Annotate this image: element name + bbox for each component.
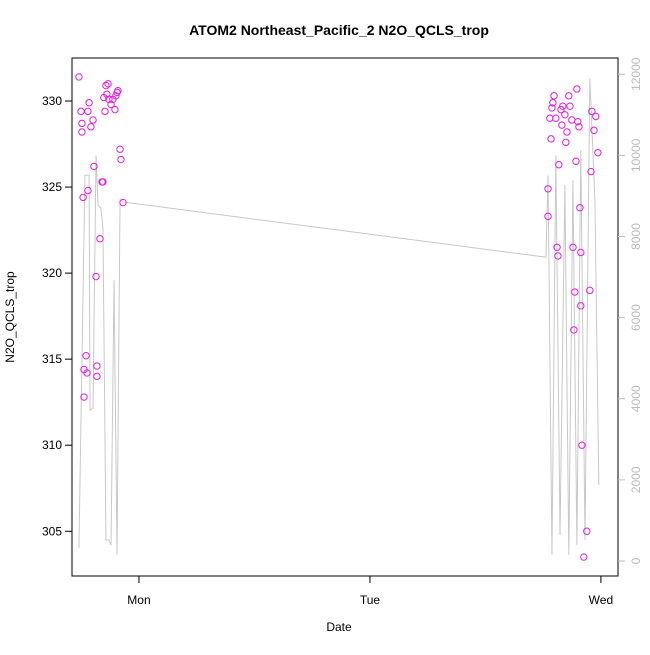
point	[79, 193, 87, 202]
point	[573, 85, 581, 93]
y-tick-label: 315	[42, 352, 62, 366]
line	[78, 78, 600, 555]
point	[570, 326, 578, 334]
point	[576, 204, 584, 212]
point	[105, 95, 113, 104]
point	[583, 527, 591, 535]
point	[594, 148, 602, 157]
point	[119, 198, 127, 207]
y2-tick-label: 6000	[629, 304, 643, 331]
plot-frame	[71, 57, 619, 577]
point	[99, 178, 107, 186]
point	[586, 286, 594, 295]
point	[75, 73, 83, 81]
point	[101, 107, 109, 116]
point	[116, 145, 124, 153]
point	[77, 107, 85, 116]
point	[547, 135, 555, 143]
y-tick-label: 320	[42, 266, 62, 280]
point	[572, 157, 580, 165]
point	[575, 123, 583, 131]
point	[96, 234, 104, 243]
point	[550, 92, 558, 100]
point	[577, 248, 585, 257]
point	[111, 105, 119, 114]
point	[548, 104, 556, 112]
point	[92, 272, 100, 281]
point	[103, 90, 111, 98]
point	[84, 107, 92, 116]
point	[561, 111, 569, 119]
x-tick-label: Tue	[360, 593, 381, 607]
point	[83, 369, 91, 377]
y-tick-label: 330	[42, 94, 62, 108]
x-axis-label: Date	[326, 620, 352, 634]
point	[566, 102, 574, 110]
chart-title: ATOM2 Northeast_Pacific_2 N2O_QCLS_trop	[189, 22, 489, 38]
point	[84, 186, 92, 195]
point	[578, 441, 586, 449]
y-axis-label: N2O_QCLS_trop	[3, 271, 17, 363]
point	[89, 116, 97, 124]
point	[555, 160, 563, 169]
y2-tick-label: 4000	[629, 385, 643, 412]
y-tick-label: 325	[42, 180, 62, 194]
point	[112, 92, 120, 100]
point	[102, 81, 110, 90]
point	[78, 119, 86, 128]
point	[588, 107, 596, 116]
point	[114, 86, 122, 95]
point	[93, 372, 101, 381]
point	[580, 553, 588, 561]
y2-tick-label: 8000	[629, 223, 643, 250]
point	[85, 99, 93, 107]
point	[93, 362, 101, 370]
point	[78, 128, 86, 136]
point	[558, 121, 566, 129]
point	[117, 155, 125, 164]
point	[554, 252, 562, 260]
point	[587, 167, 595, 176]
point	[107, 100, 115, 109]
point	[562, 138, 570, 147]
point	[577, 302, 585, 310]
point	[87, 123, 95, 131]
point	[90, 162, 98, 171]
point	[559, 102, 567, 110]
point	[82, 352, 90, 360]
point	[565, 92, 573, 100]
point	[80, 393, 88, 401]
point	[544, 212, 552, 221]
point	[590, 126, 598, 134]
point	[569, 243, 577, 252]
y-tick-label: 310	[42, 438, 62, 452]
point	[571, 288, 579, 296]
point	[574, 117, 582, 126]
y-tick-label: 305	[42, 524, 62, 538]
point	[563, 128, 571, 136]
point	[544, 185, 552, 193]
y2-tick-label: 12000	[629, 57, 643, 91]
x-tick-label: Mon	[127, 593, 150, 607]
point	[549, 99, 557, 107]
y2-tick-label: 10000	[629, 138, 643, 172]
point	[553, 243, 561, 252]
y2-tick-label: 0	[629, 557, 643, 564]
point	[104, 80, 112, 88]
x-tick-label: Wed	[589, 593, 613, 607]
point	[552, 114, 560, 122]
point	[592, 112, 600, 121]
y2-tick-label: 2000	[629, 466, 643, 493]
